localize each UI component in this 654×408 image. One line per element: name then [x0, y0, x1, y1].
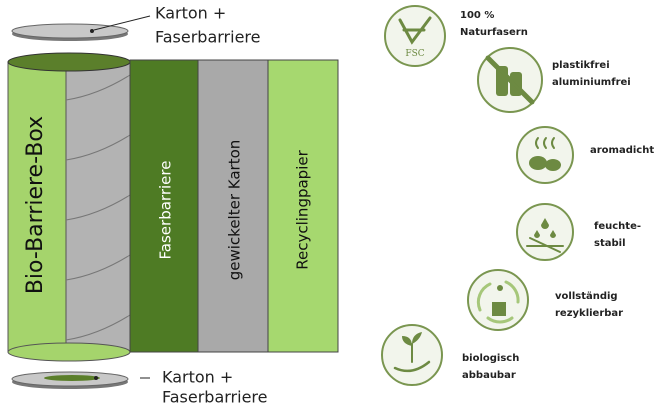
icon-plastic-free	[477, 47, 543, 113]
top-lid-label: Karton +	[155, 4, 226, 23]
feature-label: plastikfrei	[552, 60, 610, 71]
feature-label: rezyklierbar	[555, 308, 623, 319]
fsc-logo: FSC	[405, 49, 424, 59]
icon-biodegradable	[381, 324, 443, 386]
bottom-lid	[11, 371, 150, 389]
feature-label: vollständig	[555, 291, 618, 302]
feature-label: aluminiumfrei	[552, 77, 631, 88]
feature-label: biologisch	[462, 353, 519, 364]
icon-fsc: FSC	[384, 5, 446, 67]
layer-label: Recyclingpapier	[294, 149, 312, 269]
layer-label: gewickelter Karton	[226, 140, 244, 281]
top-lid	[11, 15, 151, 41]
feature-labels: 100 % Naturfasern plastikfrei aluminiumfrei…	[460, 10, 654, 381]
layer	[267, 59, 339, 353]
feature-label: abbaubar	[462, 370, 516, 381]
icon-recycle	[467, 269, 529, 331]
layer-label: Faserbarriere	[157, 161, 175, 260]
layer	[197, 59, 269, 353]
feature-label: 100 %	[460, 10, 494, 21]
feature-label: Naturfasern	[460, 27, 528, 38]
feature-label: stabil	[594, 238, 626, 249]
icon-moisture	[516, 203, 574, 261]
bottom-lid-label: Faserbarriere	[162, 388, 268, 407]
feature-label: aromadicht	[590, 145, 654, 156]
bottom-lid-label: Karton +	[162, 368, 233, 387]
feature-label: feuchte-	[594, 221, 641, 232]
cylinder	[7, 52, 131, 362]
box-label: Bio-Barriere-Box	[23, 116, 48, 294]
icon-aroma	[516, 126, 574, 184]
top-lid-label: Faserbarriere	[155, 28, 261, 47]
